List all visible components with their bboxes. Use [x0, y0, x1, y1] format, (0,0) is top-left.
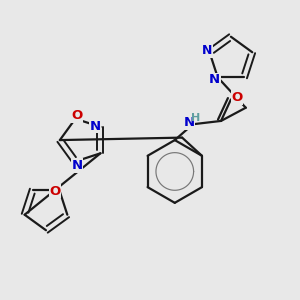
Text: N: N: [202, 44, 212, 57]
Text: N: N: [90, 120, 101, 133]
Text: N: N: [209, 74, 220, 86]
Text: H: H: [191, 113, 200, 123]
Text: O: O: [50, 185, 61, 198]
Text: N: N: [183, 116, 194, 129]
Text: O: O: [231, 91, 242, 104]
Text: N: N: [71, 159, 82, 172]
Text: O: O: [71, 109, 82, 122]
